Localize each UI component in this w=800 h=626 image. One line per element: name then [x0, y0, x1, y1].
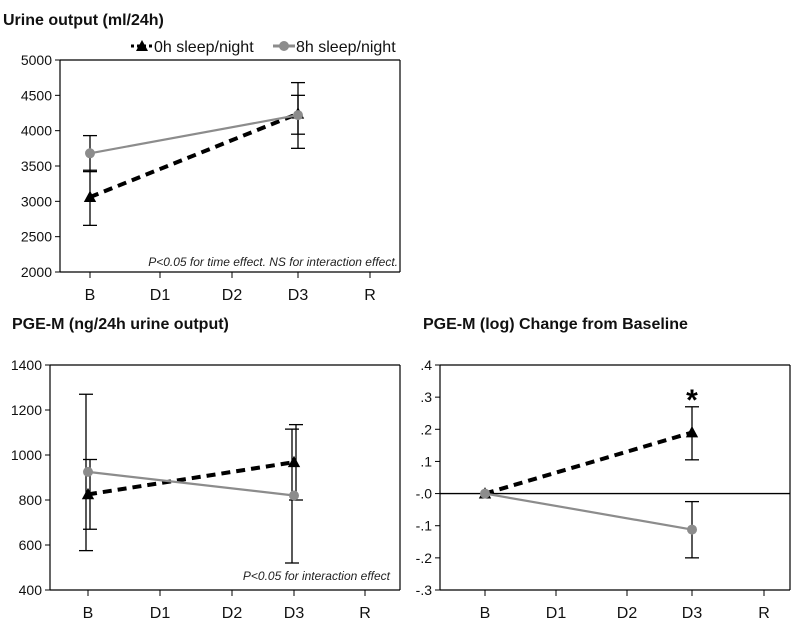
- series-line: [484, 430, 693, 496]
- series-line: [484, 492, 693, 531]
- x-tick-label: D1: [546, 605, 567, 622]
- x-tick-label: D1: [150, 605, 171, 622]
- y-tick-label: 5000: [21, 52, 52, 68]
- y-tick-label: 400: [19, 582, 43, 598]
- y-tick-label: 3500: [21, 158, 52, 174]
- legend-marker-triangle-icon: [131, 40, 153, 51]
- significance-marker: *: [686, 384, 698, 417]
- chart-1-title: Urine output (ml/24h): [3, 12, 164, 29]
- legend-label-0h: 0h sleep/night: [154, 39, 254, 56]
- y-tick-label: -.2: [416, 550, 433, 566]
- y-tick-label: -.3: [416, 582, 433, 598]
- series-line: [87, 470, 295, 497]
- data-point-circle: [289, 490, 299, 501]
- legend-marker-circle-icon: [273, 41, 295, 51]
- statistics-annotation: P<0.05 for interaction effect: [243, 569, 391, 583]
- legend-item-0h: 0h sleep/night: [130, 38, 254, 57]
- y-tick-label: .3: [420, 389, 432, 405]
- data-point-circle: [293, 110, 303, 121]
- legend-label-8h: 8h sleep/night: [296, 39, 396, 56]
- x-tick-label: B: [480, 605, 491, 622]
- series-line: [89, 114, 299, 155]
- y-tick-label: -.1: [416, 518, 433, 534]
- data-point-triangle: [685, 426, 699, 438]
- y-tick-label: 1200: [11, 402, 42, 418]
- x-tick-label: D1: [150, 287, 171, 304]
- y-tick-label: 600: [19, 537, 43, 553]
- series-triangle: [83, 81, 305, 227]
- chart-2: 400 600 800 1000 1200 1400 B D1 D2 D3 R P<0.05 for …: [11, 357, 401, 622]
- series-triangle: [81, 423, 303, 530]
- x-tick-label: D2: [617, 605, 638, 622]
- x-tick-label: D3: [682, 605, 703, 622]
- data-point-circle: [687, 524, 697, 535]
- legend-item-8h: 8h sleep/night: [272, 38, 396, 57]
- x-tick-label: D2: [222, 287, 243, 304]
- statistics-annotation: P<0.05 for time effect. NS for interacti…: [148, 255, 398, 269]
- y-tick-label: -.0: [416, 486, 433, 502]
- chart-2-title: PGE-M (ng/24h urine output): [12, 316, 229, 333]
- x-tick-label: D3: [288, 287, 309, 304]
- series-line: [87, 460, 295, 497]
- data-point-circle: [83, 466, 93, 477]
- series-circle: [480, 488, 699, 559]
- y-tick-label: .1: [420, 453, 432, 469]
- y-tick-label: 1000: [11, 447, 42, 463]
- y-tick-label: 3000: [21, 193, 52, 209]
- x-tick-label: D3: [284, 605, 305, 622]
- y-tick-label: 2500: [21, 229, 52, 245]
- chart-1: 2000 2500 3000 3500 4000 4500 5000 B D1 D2 D3 R P<0.…: [21, 52, 401, 304]
- y-tick-label: 1400: [11, 357, 42, 373]
- chart-3: -.3 -.2 -.1 -.0 .1 .2 .3 .4 B D1 D2 D3 R *: [416, 357, 791, 622]
- series-triangle: [478, 406, 699, 499]
- y-tick-label: .2: [420, 421, 432, 437]
- y-tick-label: .4: [420, 357, 432, 373]
- chart-3-title: PGE-M (log) Change from Baseline: [423, 316, 688, 333]
- y-tick-label: 4000: [21, 123, 52, 139]
- data-point-triangle: [83, 190, 97, 202]
- x-tick-label: R: [758, 605, 770, 622]
- x-tick-label: D2: [222, 605, 243, 622]
- data-point-circle: [480, 488, 490, 499]
- y-tick-label: 800: [19, 492, 43, 508]
- series-circle: [83, 94, 305, 173]
- series-line: [89, 111, 299, 199]
- x-tick-label: R: [364, 287, 376, 304]
- data-point-triangle: [287, 455, 301, 468]
- series-circle: [79, 393, 299, 564]
- y-tick-label: 4500: [21, 87, 52, 103]
- data-point-circle: [85, 148, 95, 159]
- x-tick-label: B: [83, 605, 94, 622]
- data-point-triangle: [81, 487, 95, 500]
- x-tick-label: R: [359, 605, 371, 622]
- x-tick-label: B: [85, 287, 96, 304]
- y-tick-label: 2000: [21, 264, 52, 280]
